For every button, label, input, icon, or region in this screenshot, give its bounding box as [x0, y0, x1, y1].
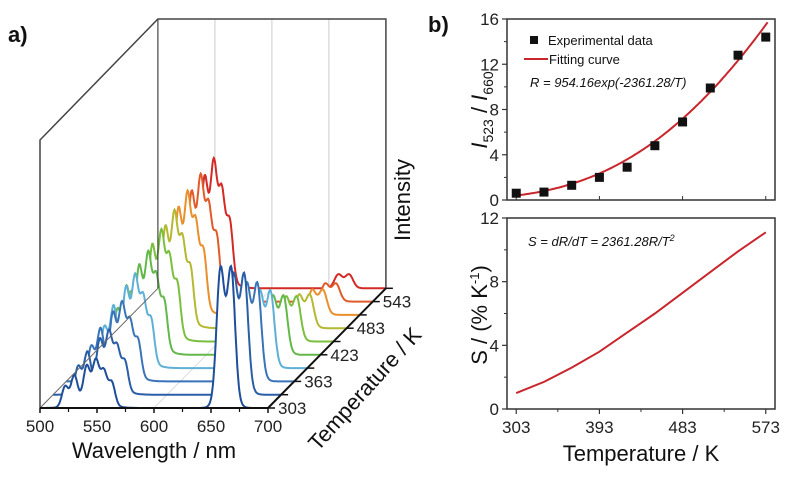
data-point — [678, 117, 688, 127]
data-point — [622, 162, 632, 172]
panel-label-a: a) — [8, 22, 28, 47]
wavelength-tick-label: 600 — [140, 417, 168, 436]
data-point — [594, 172, 604, 182]
sensitivity-x-tick-label: 483 — [668, 418, 696, 437]
ylabel-sub2: 660 — [480, 71, 496, 95]
ratio-y-tick-label: 4 — [490, 146, 499, 165]
sensitivity-equation: S = dR/dT = 2361.28R/T2 — [528, 233, 675, 249]
temperature-tick-label: 363 — [304, 372, 332, 391]
ratio-y-ticks: 0 4 8 12 16 — [480, 10, 507, 210]
sensitivity-curve — [515, 231, 767, 395]
panel-b-sensitivity-plot: 0 4 8 12 303 393 483 573 S = dR/dT = 2361.28R/… — [467, 209, 780, 466]
sensitivity-y-tick-label: 12 — [480, 209, 499, 228]
temperature-axis-label-b: Temperature / K — [563, 441, 720, 466]
temperature-tick-label: 543 — [383, 293, 411, 312]
fit-equation-text: R = 954.16exp(-2361.28/T) — [530, 75, 686, 90]
legend-label-fitting: Fitting curve — [549, 52, 620, 67]
temperature-tick-label: 423 — [330, 346, 358, 365]
sensitivity-x-tick-label: 573 — [752, 418, 780, 437]
sensitivity-equation-sup: 2 — [669, 233, 675, 243]
ylabel-i1: I — [467, 143, 492, 149]
wavelength-ticks: 500 550 600 650 700 — [26, 408, 282, 436]
wavelength-axis-label: Wavelength / nm — [72, 438, 236, 463]
data-point — [733, 50, 743, 60]
spectrum-mask — [53, 272, 282, 395]
sensitivity-axis-label: S / (% K-1) — [467, 265, 492, 365]
ylabel-sub1: 523 — [480, 119, 496, 143]
spectrum-line-333k — [53, 270, 282, 396]
wavelength-tick-label: 700 — [254, 417, 282, 436]
ratio-axis-label: I523 / I660 — [467, 71, 496, 149]
wavelength-tick-label: 550 — [83, 417, 111, 436]
ratio-y-tick-label: 16 — [480, 10, 499, 29]
sensitivity-x-tick-label: 393 — [585, 418, 613, 437]
fit-equation: R = 954.16exp(-2361.28/T) — [530, 75, 686, 90]
temperature-tick-label: 303 — [278, 399, 306, 418]
intensity-axis-label: Intensity — [390, 159, 415, 241]
sensitivity-y-tick-label: 0 — [490, 400, 499, 419]
temperature-tick-label: 483 — [357, 319, 385, 338]
ratio-y-tick-label: 8 — [490, 101, 499, 120]
spectra-group — [40, 155, 386, 409]
sensitivity-y-tick-label: 4 — [490, 336, 499, 355]
sensitivity-x-ticks: 303 393 483 573 — [502, 409, 780, 437]
legend-marker-experimental — [530, 36, 538, 44]
data-point — [650, 141, 660, 151]
data-point — [511, 188, 521, 198]
ylabel-sep: / — [467, 101, 492, 119]
data-point — [539, 187, 549, 197]
sensitivity-y-ticks: 0 4 8 12 — [480, 209, 507, 419]
temperature-ticks: 303 363 423 483 543 — [268, 287, 411, 418]
wavelength-tick-label: 500 — [26, 417, 54, 436]
s-label-sup: -1 — [467, 273, 482, 285]
temperature-axis — [267, 287, 387, 409]
s-label-end: ) — [467, 265, 492, 272]
panel-label-b: b) — [428, 12, 449, 37]
s-label-text: S / (% K — [467, 284, 492, 365]
ratio-y-tick-label: 0 — [490, 191, 499, 210]
frame-a — [39, 18, 387, 409]
fitting-curve — [516, 21, 769, 197]
ylabel-i2: I — [467, 95, 492, 101]
ratio-y-tick-label: 12 — [480, 55, 499, 74]
spectrum-mask — [40, 266, 268, 408]
data-point — [761, 32, 771, 42]
wavelength-tick-label: 650 — [197, 417, 225, 436]
data-point — [705, 83, 715, 93]
panel-a-waterfall: 500 550 600 650 700 303 363 423 483 543 Waveleng… — [26, 18, 427, 463]
data-point — [567, 180, 577, 190]
floor-left-edge — [39, 287, 159, 409]
experimental-points — [511, 32, 771, 198]
sensitivity-x-tick-label: 303 — [502, 418, 530, 437]
legend-label-experimental: Experimental data — [548, 33, 654, 48]
sensitivity-y-tick-label: 8 — [490, 273, 499, 292]
